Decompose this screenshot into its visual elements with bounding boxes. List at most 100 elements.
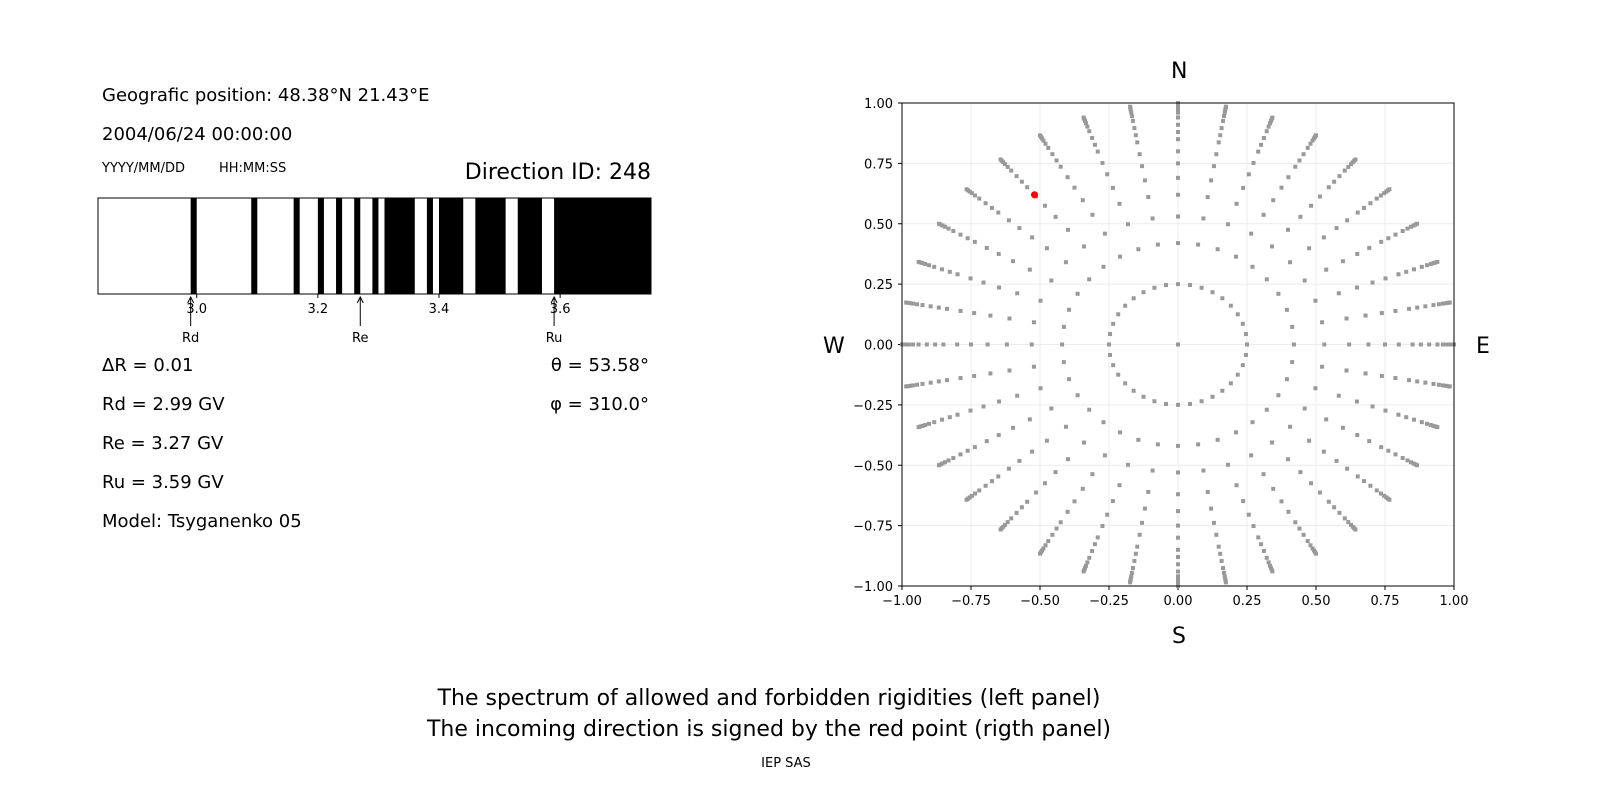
direction-point: [1405, 226, 1410, 231]
direction-point: [1261, 549, 1266, 554]
direction-point: [1436, 382, 1441, 387]
direction-point: [1176, 535, 1180, 540]
direction-point: [1415, 221, 1420, 226]
x-tick-label: 3.0: [186, 302, 207, 317]
direction-point: [1196, 242, 1201, 247]
direction-point: [1015, 291, 1020, 296]
direction-point: [1415, 379, 1420, 384]
direction-point: [1110, 185, 1115, 190]
direction-point: [1332, 505, 1337, 510]
y-tick-label: 0.75: [864, 157, 893, 172]
direction-point: [1063, 260, 1068, 265]
direction-point: [1215, 437, 1220, 442]
direction-point: [1176, 492, 1180, 497]
direction-point: [947, 269, 952, 274]
direction-point: [1176, 214, 1180, 219]
direction-point: [1117, 483, 1122, 488]
direction-point: [1007, 368, 1012, 373]
direction-point: [1222, 570, 1227, 575]
direction-point: [1066, 227, 1071, 232]
direction-point: [1346, 520, 1351, 525]
direction-point: [1354, 285, 1359, 290]
direction-point: [1221, 566, 1226, 571]
credit: IEP SAS: [761, 756, 811, 771]
direction-point: [1133, 133, 1138, 138]
direction-point: [1234, 201, 1239, 206]
y-tick-label: −0.75: [853, 520, 893, 535]
x-tick-label: 0.50: [1302, 594, 1331, 609]
direction-point: [1176, 577, 1180, 582]
direction-point: [1393, 232, 1398, 237]
x-tick-label: 3.4: [429, 302, 450, 317]
direction-point: [1087, 555, 1092, 560]
direction-point: [906, 342, 911, 347]
direction-point: [1128, 104, 1133, 109]
direction-point: [1383, 342, 1387, 347]
direction-point: [1264, 277, 1269, 282]
direction-point: [1447, 342, 1452, 347]
direction-point: [942, 460, 947, 465]
direction-point: [1131, 296, 1136, 301]
direction-point: [1090, 472, 1095, 477]
direction-point: [1405, 458, 1410, 463]
direction-point: [1235, 372, 1240, 377]
direction-point: [1176, 569, 1180, 574]
direction-point: [928, 304, 933, 309]
direction-point: [1006, 218, 1011, 223]
direction-point: [1261, 212, 1266, 217]
forbidden-band: [475, 198, 506, 294]
direction-point: [1378, 193, 1383, 198]
direction-point: [1219, 126, 1224, 131]
direction-point: [1290, 360, 1295, 365]
direction-point: [1276, 291, 1281, 296]
direction-point: [1072, 499, 1077, 504]
direction-point: [1043, 141, 1048, 146]
direction-point: [1313, 298, 1318, 303]
direction-point: [1220, 296, 1225, 301]
direction-point: [1006, 466, 1011, 471]
direction-point: [1054, 526, 1059, 531]
direction-point: [1142, 178, 1147, 183]
direction-point: [1005, 520, 1010, 525]
direction-point: [996, 210, 1001, 215]
axes-frame: [901, 102, 1455, 587]
direction-point: [944, 378, 949, 383]
direction-point: [1445, 342, 1450, 347]
direction-point: [965, 236, 970, 241]
north-label: N: [1171, 59, 1188, 84]
direction-point: [1285, 457, 1290, 462]
direction-point: [1105, 512, 1110, 517]
direction-point: [955, 412, 960, 417]
direction-point: [920, 423, 925, 428]
direction-point: [1025, 185, 1030, 190]
x-tick-label: 0.25: [1233, 594, 1262, 609]
direction-point: [1313, 386, 1318, 391]
direction-point: [969, 342, 973, 347]
direction-point: [946, 226, 951, 231]
direction-point: [1004, 342, 1009, 347]
direction-point: [1101, 420, 1106, 425]
direction-point: [1256, 535, 1261, 540]
direction-point: [1176, 402, 1180, 407]
direction-point: [1286, 175, 1291, 180]
direction-point: [1135, 140, 1140, 145]
direction-point: [1309, 481, 1314, 486]
direction-point: [1164, 401, 1169, 406]
direction-point: [920, 261, 925, 266]
direction-point: [1396, 412, 1401, 417]
direction-point: [1270, 115, 1275, 120]
direction-point: [916, 342, 921, 347]
direction-point: [923, 261, 928, 266]
direction-point: [1298, 470, 1303, 475]
direction-point: [939, 267, 944, 272]
direction-point: [1176, 342, 1180, 347]
direction-point: [1030, 449, 1035, 454]
direction-point: [1226, 462, 1231, 467]
direction-point: [1176, 241, 1180, 246]
direction-point: [1342, 168, 1347, 173]
direction-point: [1443, 383, 1448, 388]
direction-point: [1423, 304, 1428, 309]
geographic-position: Geografic position: 48.38°N 21.43°E: [102, 85, 430, 106]
direction-point: [1142, 506, 1147, 511]
forbidden-band: [354, 198, 361, 294]
